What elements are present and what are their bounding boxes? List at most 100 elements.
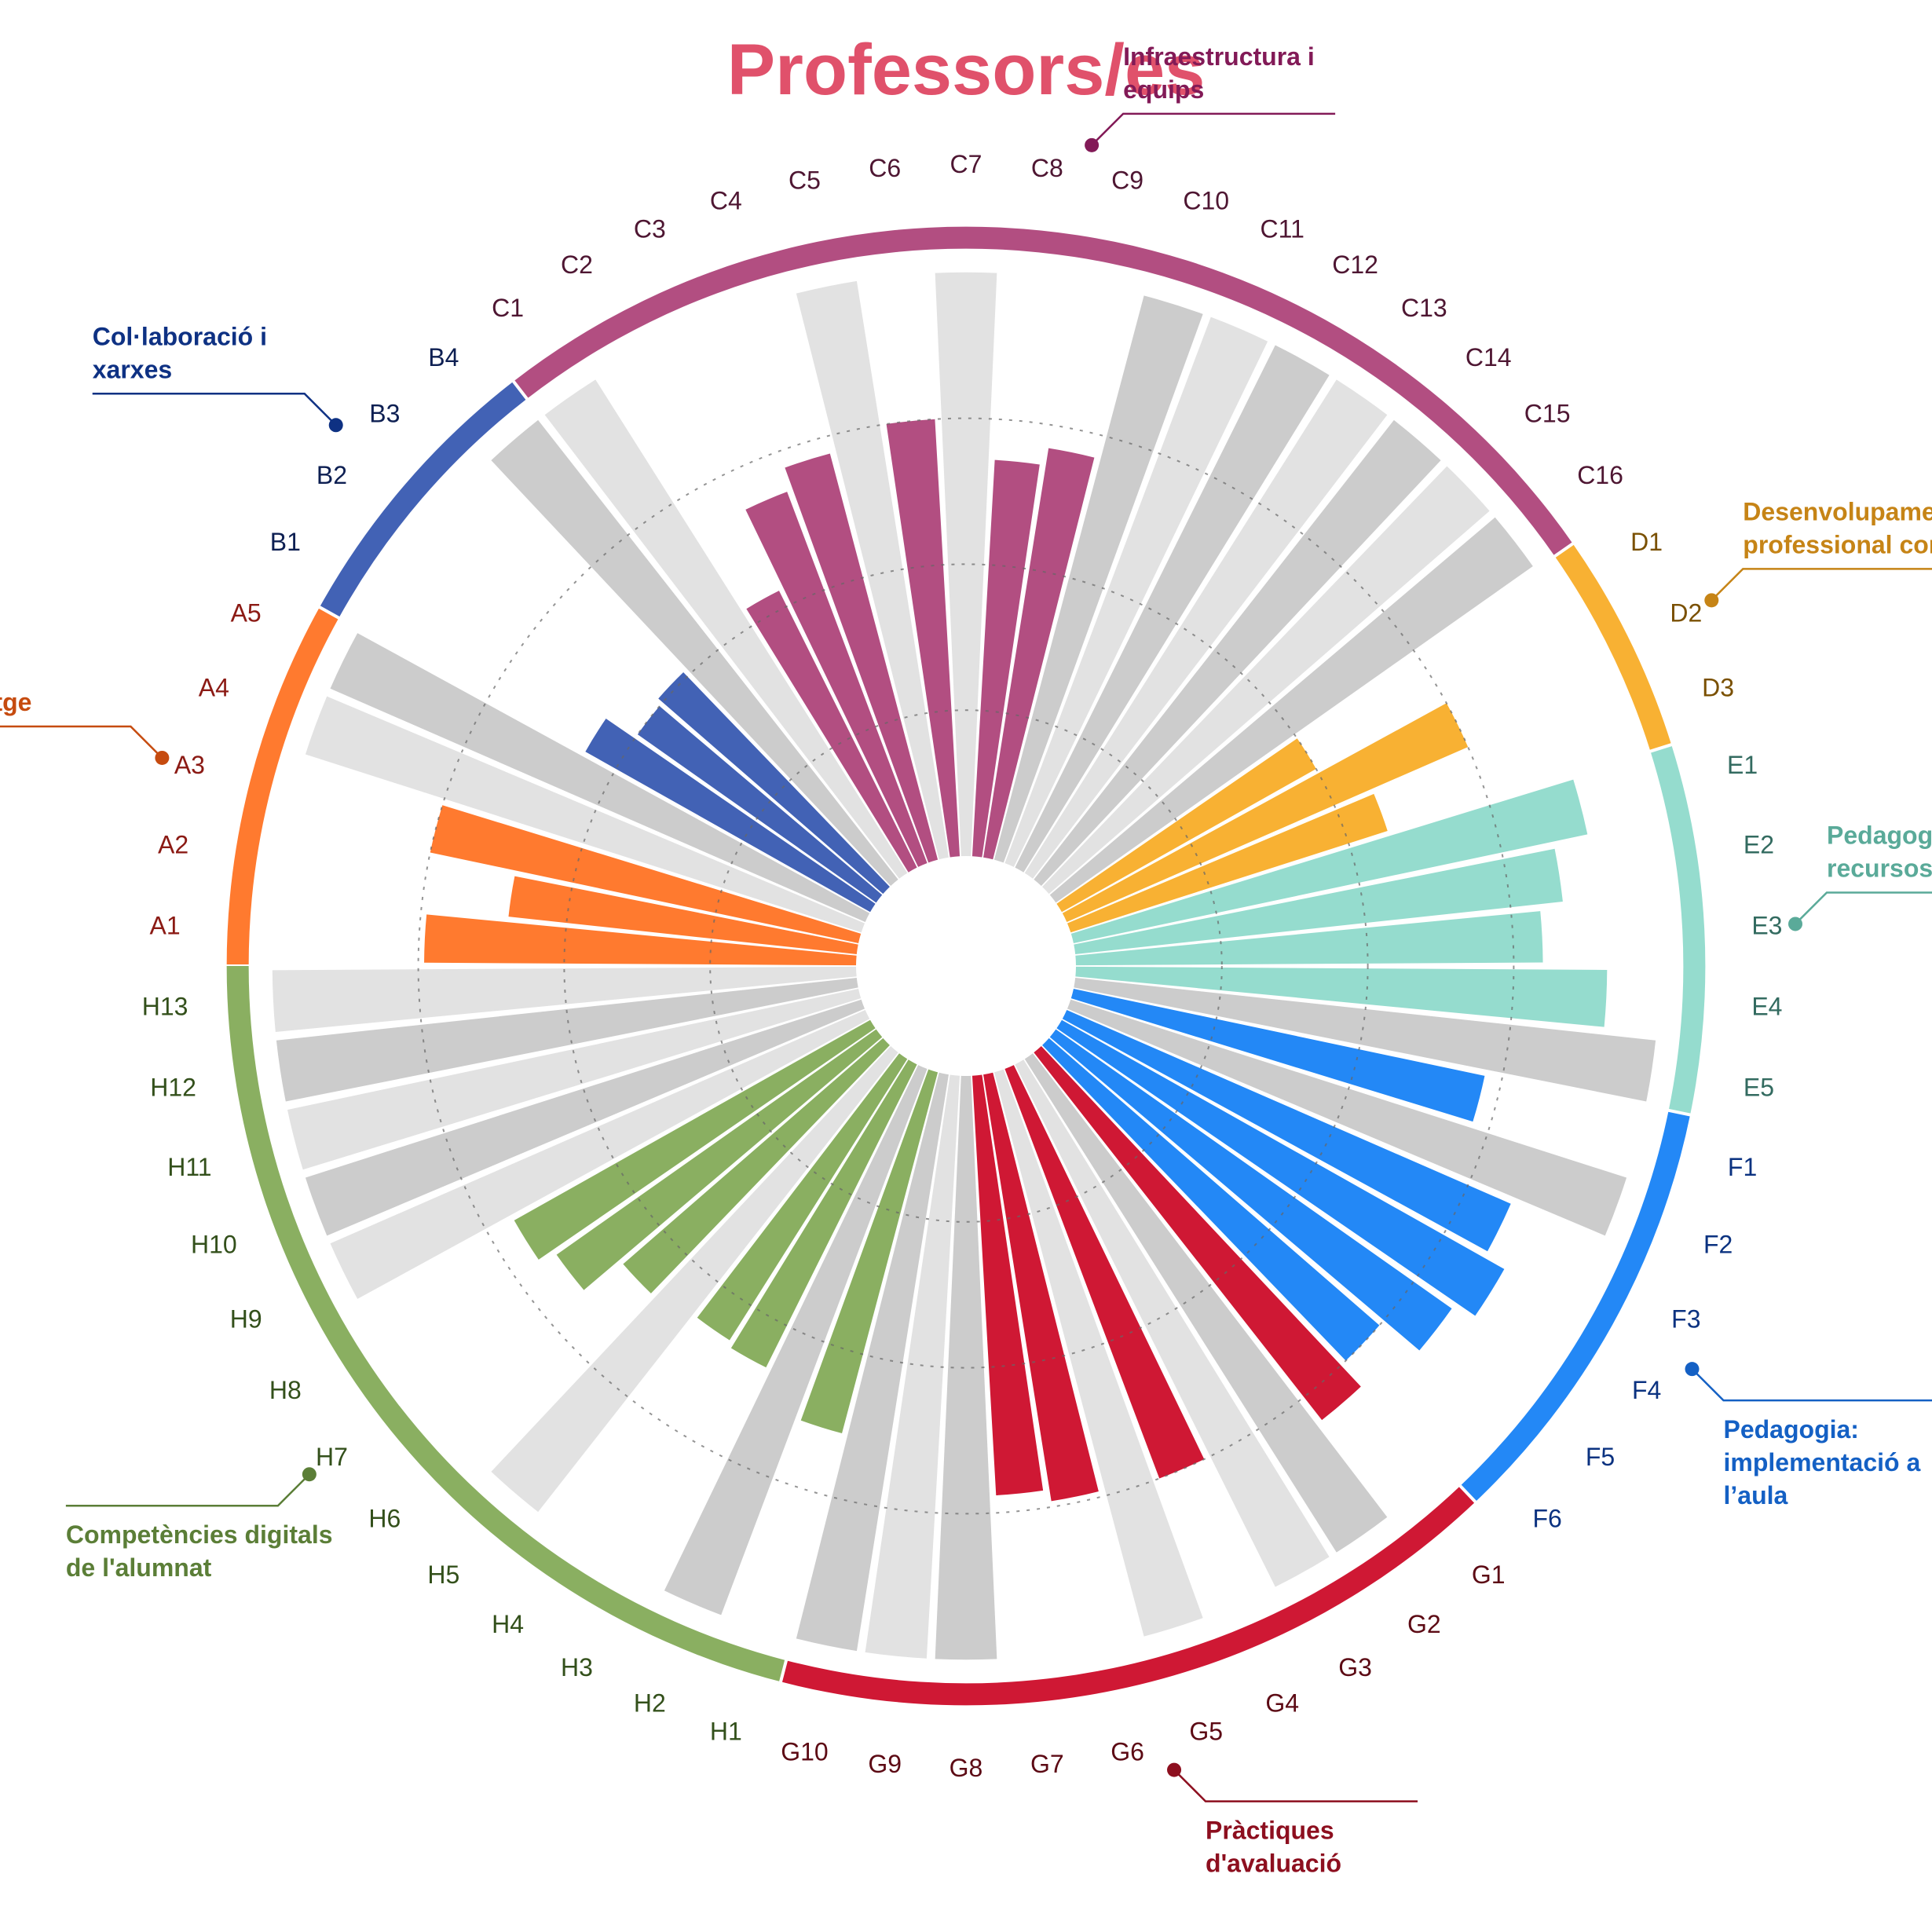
tick-label-A1: A1: [150, 911, 181, 939]
tick-label-G7: G7: [1030, 1750, 1064, 1778]
bar-A1: [424, 914, 857, 966]
bar-F1: [1070, 989, 1485, 1122]
tick-label-A3: A3: [174, 751, 205, 779]
bar-G7: [971, 1074, 1044, 1496]
category-label-line: Lideratge: [0, 688, 31, 716]
bar-C4: [785, 453, 939, 863]
tick-label-H2: H2: [634, 1689, 666, 1717]
tick-label-F3: F3: [1671, 1305, 1700, 1334]
ring-divider: [1458, 1484, 1478, 1505]
tick-label-E4: E4: [1751, 993, 1782, 1021]
ring-divider: [1667, 1108, 1692, 1117]
leader-line-F: [1691, 1368, 1932, 1402]
tick-label-C5: C5: [789, 166, 821, 195]
category-label-line: recursos: [1827, 854, 1932, 882]
track-bar-H12: [276, 978, 858, 1102]
category-label-C: Infraestructura i equips: [1123, 42, 1315, 104]
tick-label-G1: G1: [1472, 1561, 1506, 1589]
tick-label-C9: C9: [1111, 166, 1143, 195]
category-label-line: Desenvolupament: [1743, 497, 1932, 525]
leader-line-G: [1173, 1769, 1418, 1802]
track-bar-G10: [796, 1072, 949, 1652]
tick-label-E2: E2: [1744, 830, 1774, 858]
track-bar-H9: [330, 1009, 870, 1299]
tick-label-C11: C11: [1261, 215, 1304, 243]
bar-H8: [514, 1019, 876, 1260]
tick-label-A2: A2: [158, 830, 188, 858]
tick-label-H12: H12: [150, 1074, 196, 1102]
category-label-line: Competències digitals: [66, 1520, 333, 1549]
tick-label-F5: F5: [1586, 1443, 1615, 1471]
tick-label-C10: C10: [1183, 187, 1229, 215]
bar-B3: [658, 672, 890, 895]
tick-label-H3: H3: [561, 1653, 593, 1681]
leader-line-A: [0, 725, 163, 759]
tick-label-C16: C16: [1577, 461, 1623, 489]
category-label-line: Pedagogia: suports i: [1827, 821, 1932, 849]
track-bar-C5: [796, 280, 949, 860]
bar-H7: [556, 1029, 883, 1290]
tick-label-H1: H1: [710, 1717, 742, 1745]
bar-H1: [800, 1069, 939, 1434]
tick-label-H7: H7: [316, 1443, 348, 1471]
tick-label-C6: C6: [869, 154, 901, 182]
track-bar-G5: [993, 1069, 1203, 1637]
track-bar-B4: [491, 419, 898, 886]
category-label-line: Pedagogia:: [1723, 1415, 1858, 1444]
bar-C3: [745, 492, 928, 867]
bar-B1: [585, 719, 876, 913]
tick-label-H11: H11: [167, 1153, 211, 1181]
tick-label-H5: H5: [427, 1561, 459, 1589]
bar-A2: [508, 876, 858, 954]
category-label-line: Col·laboració i: [93, 322, 267, 350]
tick-label-E1: E1: [1727, 751, 1758, 779]
gridline-1: [563, 563, 1369, 1369]
ring-divider: [1648, 742, 1674, 754]
tick-label-H8: H8: [269, 1376, 302, 1404]
category-layer: Lideratge Col·laboració i xarxes Infraestru…: [0, 42, 1932, 1878]
category-label-line: d'avaluació: [1206, 1850, 1341, 1878]
track-bar-C12: [1015, 345, 1330, 873]
bar-D2: [1062, 703, 1469, 923]
ring-segment-G: [781, 1485, 1476, 1706]
track-bar-H5: [491, 1046, 898, 1513]
ring-segment-F: [1460, 1110, 1691, 1502]
tick-label-D3: D3: [1702, 673, 1734, 701]
category-label-F: Pedagogia: implementació a l’aula: [1723, 1415, 1920, 1509]
category-label-line: professional continu: [1743, 530, 1932, 558]
track-bar-C1: [544, 379, 908, 879]
tick-label-C8: C8: [1031, 154, 1063, 182]
ring-segment-E: [1650, 745, 1706, 1115]
track-bar-A4: [305, 696, 865, 933]
category-label-line: l’aula: [1723, 1481, 1787, 1509]
bar-E4: [1075, 966, 1608, 1027]
track-bar-H11: [287, 989, 862, 1170]
category-label-line: Infraestructura i: [1123, 42, 1315, 71]
gridline-2: [417, 417, 1515, 1515]
ring-divider: [317, 605, 342, 620]
tick-label-G5: G5: [1189, 1717, 1223, 1745]
bar-C9: [983, 448, 1095, 860]
bar-E1: [1070, 779, 1588, 943]
bar-F5: [1049, 1029, 1452, 1351]
tick-label-C7: C7: [950, 150, 982, 178]
tick-label-G10: G10: [781, 1737, 828, 1766]
tick-label-C4: C4: [710, 187, 742, 215]
tick-label-C15: C15: [1524, 399, 1571, 427]
tick-label-B2: B2: [317, 461, 347, 489]
track-bar-C13: [1024, 379, 1388, 879]
bar-C6: [886, 419, 961, 858]
category-label-line: de l'alumnat: [66, 1553, 212, 1582]
tick-label-E5: E5: [1744, 1074, 1774, 1102]
tick-label-C1: C1: [492, 294, 524, 322]
tick-label-C14: C14: [1465, 343, 1512, 371]
tick-label-A5: A5: [231, 598, 262, 627]
bar-F3: [1062, 1009, 1511, 1252]
chart-title: Professors/es: [727, 30, 1206, 110]
ring-segment-A: [226, 607, 339, 966]
bar-G4: [1004, 1065, 1205, 1479]
category-label-D: Desenvolupament professional continu: [1743, 497, 1932, 558]
tick-label-H4: H4: [492, 1610, 524, 1638]
